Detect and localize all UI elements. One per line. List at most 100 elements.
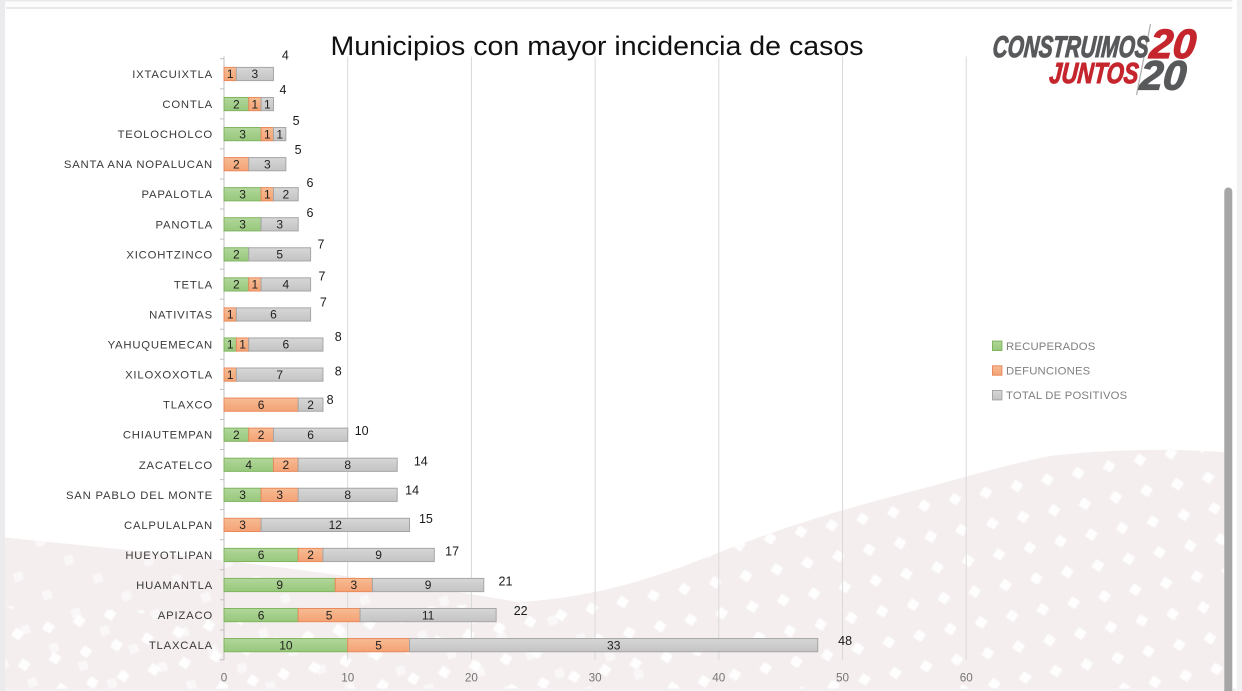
svg-text:CHIAUTEMPAN: CHIAUTEMPAN <box>123 430 213 442</box>
svg-text:1: 1 <box>264 97 271 111</box>
svg-text:9: 9 <box>375 548 382 562</box>
svg-text:20: 20 <box>465 672 479 685</box>
svg-text:3: 3 <box>239 187 246 201</box>
svg-text:TOTAL DE POSITIVOS: TOTAL DE POSITIVOS <box>1006 390 1128 402</box>
svg-text:6: 6 <box>270 308 277 322</box>
svg-text:TLAXCALA: TLAXCALA <box>149 640 213 652</box>
svg-text:8: 8 <box>344 458 351 472</box>
svg-text:12: 12 <box>329 518 343 532</box>
svg-text:14: 14 <box>405 484 419 498</box>
svg-text:2: 2 <box>283 458 290 472</box>
svg-text:8: 8 <box>327 393 334 407</box>
svg-text:2: 2 <box>233 278 240 292</box>
svg-text:4: 4 <box>245 458 252 472</box>
svg-text:CONSTRUIMOS: CONSTRUIMOS <box>991 31 1150 64</box>
svg-text:7: 7 <box>320 296 327 310</box>
svg-text:8: 8 <box>344 488 351 502</box>
svg-text:2: 2 <box>233 157 240 171</box>
svg-text:IXTACUIXTLA: IXTACUIXTLA <box>132 69 213 81</box>
svg-text:48: 48 <box>838 634 852 648</box>
svg-text:CONTLA: CONTLA <box>162 99 213 111</box>
svg-text:1: 1 <box>227 338 234 352</box>
svg-text:6: 6 <box>283 338 290 352</box>
svg-text:3: 3 <box>276 218 283 232</box>
svg-text:DEFUNCIONES: DEFUNCIONES <box>1006 366 1091 378</box>
svg-text:1: 1 <box>276 127 283 141</box>
svg-text:1: 1 <box>264 127 271 141</box>
svg-text:APIZACO: APIZACO <box>158 610 213 622</box>
svg-text:3: 3 <box>239 488 246 502</box>
svg-text:60: 60 <box>960 672 974 685</box>
svg-text:XICOHTZINCO: XICOHTZINCO <box>126 249 213 261</box>
svg-text:2: 2 <box>233 97 240 111</box>
svg-text:CALPULALPAN: CALPULALPAN <box>124 520 213 532</box>
svg-text:6: 6 <box>307 206 314 220</box>
svg-text:6: 6 <box>258 548 265 562</box>
svg-text:HUAMANTLA: HUAMANTLA <box>136 580 213 592</box>
svg-text:RECUPERADOS: RECUPERADOS <box>1006 341 1096 353</box>
svg-text:TETLA: TETLA <box>174 279 213 291</box>
svg-text:7: 7 <box>319 270 326 284</box>
svg-text:1: 1 <box>227 67 234 81</box>
svg-text:PANOTLA: PANOTLA <box>156 219 214 231</box>
svg-text:2: 2 <box>233 428 240 442</box>
svg-text:TEOLOCHOLCO: TEOLOCHOLCO <box>118 129 213 141</box>
svg-text:SANTA ANA NOPALUCAN: SANTA ANA NOPALUCAN <box>64 159 213 171</box>
svg-text:5: 5 <box>375 638 382 652</box>
svg-text:XILOXOXOTLA: XILOXOXOTLA <box>125 370 213 382</box>
svg-text:33: 33 <box>607 638 621 652</box>
svg-text:21: 21 <box>499 574 513 588</box>
svg-text:6: 6 <box>258 608 265 622</box>
svg-text:9: 9 <box>425 578 432 592</box>
svg-text:JUNTOS: JUNTOS <box>1048 58 1140 90</box>
svg-text:4: 4 <box>283 278 290 292</box>
svg-text:YAHUQUEMECAN: YAHUQUEMECAN <box>108 340 213 352</box>
svg-text:3: 3 <box>239 127 246 141</box>
svg-text:5: 5 <box>293 114 300 128</box>
svg-text:1: 1 <box>264 187 271 201</box>
svg-text:4: 4 <box>280 83 287 97</box>
svg-text:0: 0 <box>221 672 228 685</box>
svg-text:8: 8 <box>335 330 342 344</box>
svg-text:9: 9 <box>276 578 283 592</box>
svg-text:SAN PABLO DEL MONTE: SAN PABLO DEL MONTE <box>66 490 213 502</box>
svg-text:Municipios con mayor incidenci: Municipios con mayor incidencia de casos <box>331 31 864 61</box>
svg-text:2: 2 <box>233 248 240 262</box>
svg-text:6: 6 <box>307 176 314 190</box>
svg-text:5: 5 <box>295 143 302 157</box>
svg-text:1: 1 <box>252 278 259 292</box>
svg-text:11: 11 <box>422 608 435 622</box>
svg-text:3: 3 <box>239 218 246 232</box>
svg-text:3: 3 <box>276 488 283 502</box>
svg-text:7: 7 <box>276 368 283 382</box>
svg-text:3: 3 <box>264 157 271 171</box>
svg-text:2: 2 <box>283 187 290 201</box>
svg-text:7: 7 <box>318 237 325 251</box>
svg-text:14: 14 <box>414 454 428 468</box>
svg-text:10: 10 <box>355 424 369 438</box>
svg-text:1: 1 <box>239 338 246 352</box>
svg-text:1: 1 <box>227 368 234 382</box>
svg-text:6: 6 <box>258 398 265 412</box>
svg-text:2: 2 <box>307 398 314 412</box>
svg-text:3: 3 <box>351 578 358 592</box>
svg-text:20: 20 <box>1147 21 1198 67</box>
svg-text:4: 4 <box>282 49 289 63</box>
svg-text:2: 2 <box>258 428 265 442</box>
svg-text:10: 10 <box>279 638 293 652</box>
svg-text:TLAXCO: TLAXCO <box>163 400 213 412</box>
svg-text:10: 10 <box>341 672 355 685</box>
svg-text:15: 15 <box>419 512 433 526</box>
svg-text:5: 5 <box>276 248 283 262</box>
svg-text:3: 3 <box>239 518 246 532</box>
svg-text:50: 50 <box>836 672 850 685</box>
svg-text:20: 20 <box>1137 53 1188 99</box>
svg-text:6: 6 <box>307 428 314 442</box>
svg-text:ZACATELCO: ZACATELCO <box>139 460 213 472</box>
svg-text:NATIVITAS: NATIVITAS <box>149 310 213 322</box>
svg-text:40: 40 <box>712 672 726 685</box>
svg-text:1: 1 <box>252 97 259 111</box>
svg-text:2: 2 <box>307 548 314 562</box>
svg-text:5: 5 <box>326 608 333 622</box>
svg-text:HUEYOTLIPAN: HUEYOTLIPAN <box>125 550 213 562</box>
